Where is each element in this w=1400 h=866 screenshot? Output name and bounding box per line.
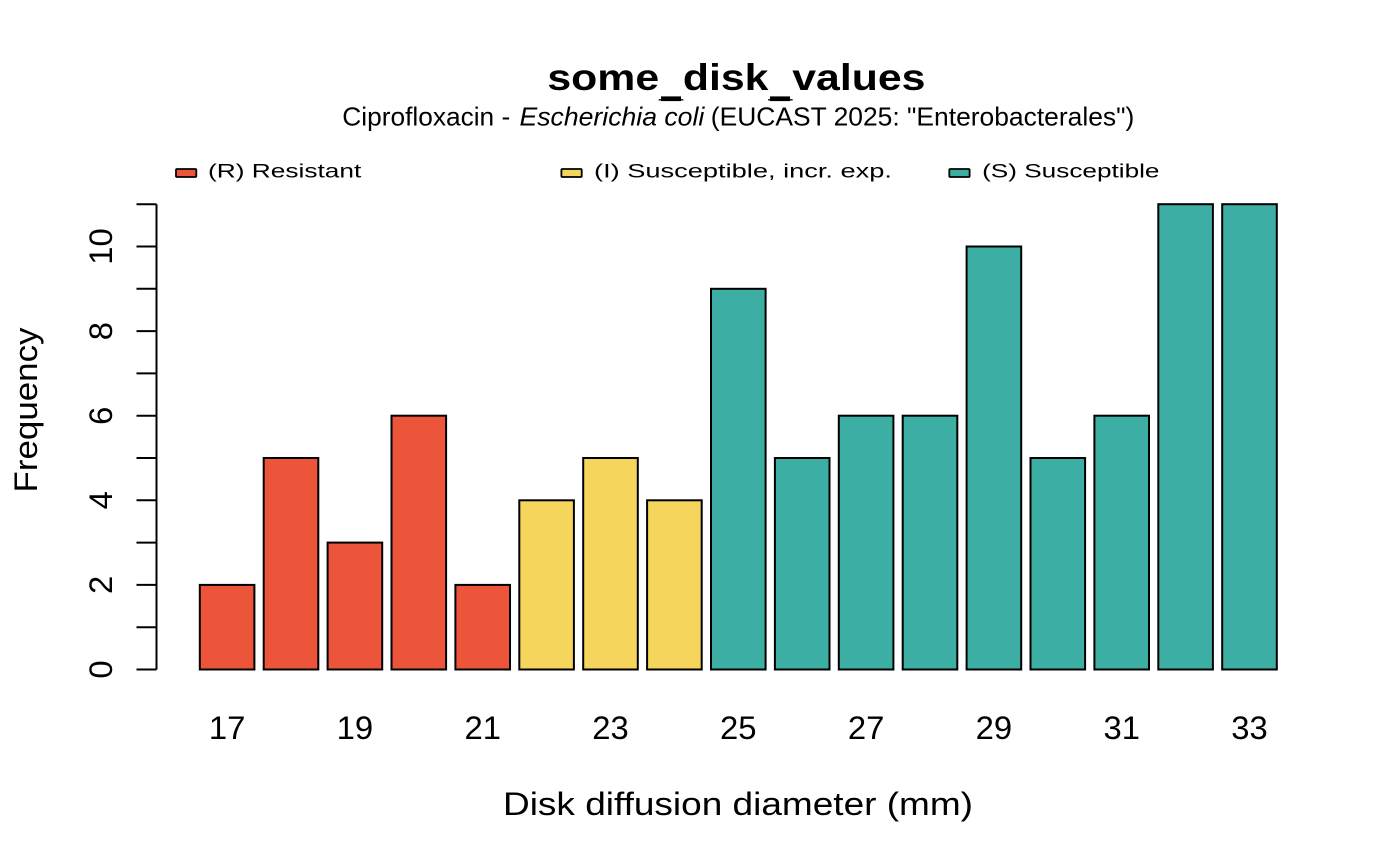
svg-text:(EUCAST 2025: "Enterobacterale: (EUCAST 2025: "Enterobacterales") bbox=[711, 103, 1134, 131]
svg-text:8: 8 bbox=[82, 322, 119, 340]
svg-text:Disk diffusion diameter (mm): Disk diffusion diameter (mm) bbox=[503, 785, 973, 822]
svg-text:19: 19 bbox=[337, 709, 373, 746]
svg-text:(R) Resistant: (R) Resistant bbox=[208, 162, 362, 183]
svg-text:Frequency: Frequency bbox=[7, 327, 44, 493]
svg-text:33: 33 bbox=[1231, 709, 1267, 746]
svg-text:4: 4 bbox=[82, 491, 119, 509]
svg-text:some_disk_values: some _disk _values bbox=[547, 57, 925, 104]
svg-text:21: 21 bbox=[464, 709, 500, 746]
svg-text:23: 23 bbox=[592, 709, 628, 746]
svg-text:27: 27 bbox=[848, 709, 884, 746]
svg-text:29: 29 bbox=[976, 709, 1012, 746]
svg-text:17: 17 bbox=[209, 709, 245, 746]
svg-text:(I) Susceptible, incr. exp.: (I) Susceptible, incr. exp. bbox=[594, 162, 892, 183]
svg-text:0: 0 bbox=[82, 660, 119, 678]
svg-text:6: 6 bbox=[82, 407, 119, 425]
svg-text:10: 10 bbox=[82, 228, 119, 264]
svg-text:(S) Susceptible: (S) Susceptible bbox=[982, 162, 1159, 183]
svg-text:2: 2 bbox=[82, 576, 119, 594]
svg-text:Escherichia coli: Escherichia coli bbox=[520, 103, 706, 131]
svg-text:Ciprofloxacin -: Ciprofloxacin - bbox=[342, 103, 510, 131]
svg-text:25: 25 bbox=[720, 709, 756, 746]
svg-text:31: 31 bbox=[1103, 709, 1139, 746]
